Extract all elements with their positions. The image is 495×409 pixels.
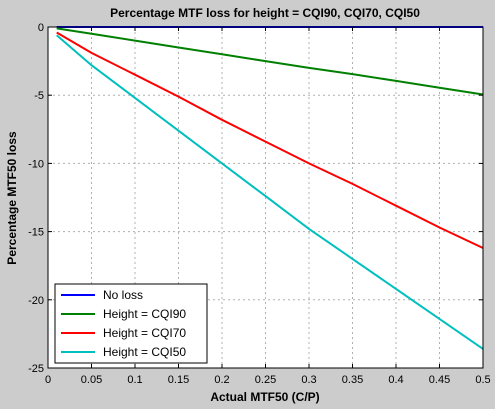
chart-title: Percentage MTF loss for height = CQI90, … <box>110 6 420 20</box>
x-tick-label: 0.4 <box>388 374 403 386</box>
x-tick-label: 0.3 <box>301 374 316 386</box>
y-tick-label: -25 <box>28 363 44 375</box>
y-tick-label: 0 <box>38 22 44 34</box>
x-tick-label: 0.15 <box>168 374 189 386</box>
x-axis-label: Actual MTF50 (C/P) <box>210 390 319 404</box>
y-tick-label: -5 <box>34 90 44 102</box>
y-tick-label: -15 <box>28 227 44 239</box>
y-tick-label: -10 <box>28 158 44 170</box>
x-tick-label: 0.5 <box>475 374 490 386</box>
x-tick-label: 0.05 <box>81 374 102 386</box>
legend-entry-label: Height = CQI50 <box>103 345 186 359</box>
x-tick-label: 0.1 <box>127 374 142 386</box>
x-tick-label: 0.35 <box>342 374 363 386</box>
y-tick-label: -20 <box>28 295 44 307</box>
x-tick-label: 0.45 <box>429 374 450 386</box>
grid-lines <box>48 27 483 368</box>
series-line <box>56 27 484 96</box>
x-tick-label: 0.25 <box>255 374 276 386</box>
y-axis-label: Percentage MTF50 loss <box>5 131 19 265</box>
legend-box <box>54 283 208 364</box>
x-tick-label: 0 <box>45 374 51 386</box>
legend-entry-label: Height = CQI70 <box>103 326 186 340</box>
x-tick-label: 0.2 <box>214 374 229 386</box>
series-line <box>56 31 484 249</box>
legend: No loss Height = CQI90 Height = CQI70 Heigh… <box>54 283 208 364</box>
legend-entry-label: No loss <box>103 288 143 302</box>
series-line <box>56 34 484 350</box>
axis-ticks: 0 0.05 0.1 0.15 0.2 0.25 0.3 0.35 0.4 0.45 0.5 0 -5 -… <box>28 22 491 386</box>
legend-entry-label: Height = CQI90 <box>103 307 186 321</box>
